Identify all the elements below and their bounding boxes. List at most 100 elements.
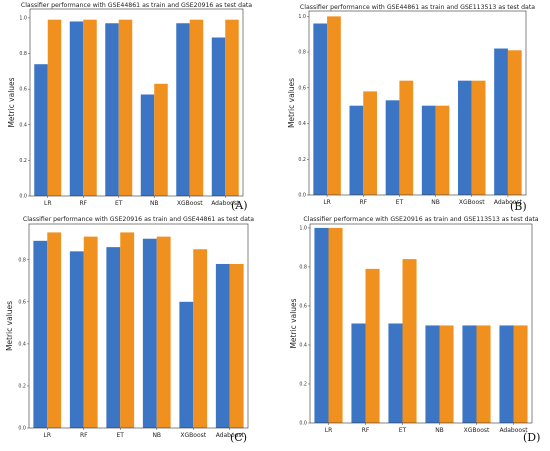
plot-frame-b (308, 10, 527, 196)
bar-a-s2-lr (47, 19, 62, 196)
bar-a-s1-rf (69, 21, 84, 196)
panel-label-d: (D) (523, 431, 540, 444)
bar-d-s1-xgboost (462, 325, 477, 423)
x-tick-label-d-lr: LR (325, 427, 333, 434)
x-tick-label-c-et: ET (117, 432, 125, 439)
y-tick-label-c-2: 0.4 (18, 341, 26, 347)
x-tick-label-b-et: ET (396, 199, 404, 206)
bar-d-s1-rf (351, 323, 366, 423)
y-tick-label-b-4: 0.8 (298, 50, 306, 56)
chart-svg-b: Classifier performance with GSE44861 as … (287, 4, 535, 213)
x-tick-label-a-adaboost: Adaboost (211, 200, 240, 207)
bar-d-s1-lr (314, 227, 329, 423)
bar-d-s2-xgboost (476, 325, 491, 423)
chart-svg-a: Classifier performance with GSE44861 as … (7, 2, 252, 212)
y-axis-label-d: Metric values (289, 298, 298, 348)
chart-panel-c: Classifier performance with GSE20916 as … (0, 214, 280, 451)
bar-b-s1-et (385, 100, 400, 195)
bar-a-s1-xgboost (176, 23, 190, 196)
y-tick-label-c-3: 0.6 (18, 299, 26, 305)
bar-b-s2-rf (363, 91, 377, 195)
bar-c-s2-lr (47, 232, 62, 428)
chart-svg-d: Classifier performance with GSE20916 as … (289, 216, 540, 444)
bar-a-s1-lr (34, 64, 48, 196)
x-tick-label-b-rf: RF (359, 199, 367, 206)
bar-b-s1-nb (421, 105, 436, 195)
bar-d-s2-nb (439, 325, 454, 423)
bar-a-s2-rf (83, 19, 97, 196)
bar-d-s2-lr (328, 227, 343, 423)
x-tick-label-a-et: ET (115, 200, 123, 207)
y-tick-label-a-3: 0.6 (19, 87, 27, 93)
y-tick-label-d-0: 0.0 (299, 421, 307, 427)
bar-d-s1-nb (425, 325, 440, 423)
chart-panel-d: Classifier performance with GSE20916 as … (280, 214, 550, 451)
y-tick-label-b-2: 0.4 (298, 121, 306, 127)
bar-b-s1-rf (349, 105, 364, 195)
y-axis-label-b: Metric values (287, 78, 296, 128)
y-tick-label-d-3: 0.6 (299, 304, 307, 310)
bar-b-s1-lr (313, 23, 328, 196)
x-tick-label-d-rf: RF (362, 427, 370, 434)
panel-label-b: (B) (510, 200, 527, 213)
x-tick-label-d-adaboost: Adaboost (499, 427, 528, 434)
bar-a-s2-nb (154, 83, 168, 196)
bar-c-s1-et (106, 247, 121, 428)
x-tick-label-c-lr: LR (43, 432, 51, 439)
panel-label-a: (A) (231, 199, 248, 212)
y-tick-label-d-5: 1.0 (299, 226, 307, 232)
plot-frame-c (28, 223, 249, 429)
chart-svg-c: Classifier performance with GSE20916 as … (5, 216, 254, 444)
bar-b-s1-adaboost (494, 48, 508, 196)
bar-b-s2-adaboost (507, 50, 522, 196)
bar-a-s2-et (118, 19, 133, 196)
y-tick-label-c-0: 0.0 (18, 426, 26, 432)
bar-c-s1-lr (33, 240, 48, 428)
y-tick-label-a-0: 0.0 (19, 194, 27, 200)
x-tick-label-d-et: ET (399, 427, 407, 434)
chart-panel-b: Classifier performance with GSE44861 as … (280, 0, 550, 222)
y-tick-label-c-1: 0.2 (18, 384, 26, 390)
y-tick-label-b-3: 0.6 (298, 85, 306, 91)
bar-c-s1-rf (69, 251, 84, 428)
bar-b-s2-xgboost (471, 80, 486, 195)
y-tick-label-d-2: 0.4 (299, 343, 307, 349)
x-tick-label-c-xgboost: XGBoost (180, 432, 206, 439)
bar-c-s1-nb (142, 238, 157, 428)
bar-d-s2-adaboost (513, 325, 528, 423)
chart-title-a: Classifier performance with GSE44861 as … (21, 2, 252, 9)
bar-d-s2-et (402, 259, 417, 423)
bar-b-s1-xgboost (458, 80, 472, 195)
x-tick-label-a-nb: NB (150, 200, 159, 207)
x-tick-label-b-lr: LR (323, 199, 331, 206)
y-tick-label-a-2: 0.4 (19, 122, 27, 128)
bar-c-s2-xgboost (193, 249, 208, 428)
panel-label-c: (C) (230, 431, 247, 444)
plot-frame-a (29, 8, 244, 197)
bar-d-s1-et (388, 323, 403, 423)
y-tick-label-d-1: 0.2 (299, 382, 307, 388)
x-tick-label-d-nb: NB (435, 427, 444, 434)
x-tick-label-b-adaboost: Adaboost (494, 199, 523, 206)
x-tick-label-a-lr: LR (44, 200, 52, 207)
bar-c-s2-nb (156, 236, 171, 428)
x-tick-label-d-xgboost: XGBoost (464, 427, 490, 434)
x-tick-label-c-adaboost: Adaboost (216, 432, 245, 439)
bar-c-s2-et (120, 232, 135, 428)
x-tick-label-b-nb: NB (431, 199, 440, 206)
bar-c-s2-adaboost (229, 263, 244, 428)
bar-b-s2-nb (435, 105, 450, 195)
bar-a-s2-xgboost (189, 19, 204, 196)
y-axis-label-a: Metric values (7, 77, 16, 127)
y-tick-label-b-5: 1.0 (298, 14, 306, 20)
y-tick-label-c-4: 0.8 (18, 257, 26, 263)
bar-b-s2-lr (327, 16, 341, 195)
bar-c-s1-adaboost (215, 263, 230, 428)
x-tick-label-c-rf: RF (80, 432, 88, 439)
bar-d-s1-adaboost (499, 325, 514, 423)
plot-frame-d (309, 223, 533, 424)
chart-title-c: Classifier performance with GSE20916 as … (23, 216, 254, 223)
bar-a-s1-adaboost (211, 37, 226, 196)
chart-title-d: Classifier performance with GSE20916 as … (303, 216, 538, 223)
chart-panel-a: Classifier performance with GSE44861 as … (0, 0, 280, 222)
